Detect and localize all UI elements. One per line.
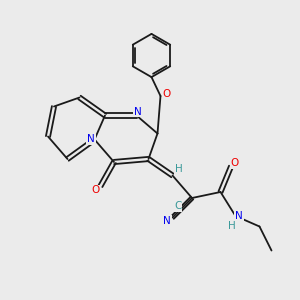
Text: N: N — [235, 211, 243, 221]
Text: N: N — [87, 134, 95, 145]
Text: N: N — [163, 215, 171, 226]
Text: O: O — [92, 185, 100, 196]
Text: O: O — [162, 89, 171, 100]
Text: N: N — [134, 106, 141, 117]
Text: H: H — [175, 164, 183, 175]
Text: H: H — [228, 221, 236, 232]
Text: C: C — [174, 201, 182, 211]
Text: O: O — [230, 158, 239, 169]
